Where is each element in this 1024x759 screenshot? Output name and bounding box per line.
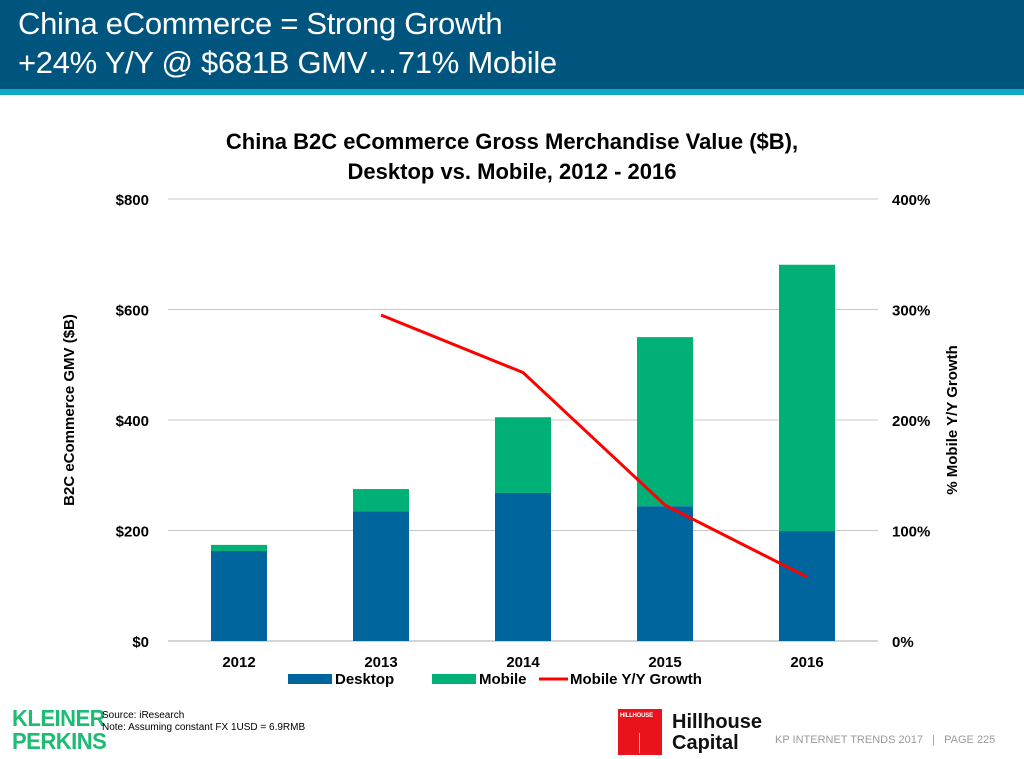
slide-title-line-1: China eCommerce = Strong Growth [18,6,503,41]
page-footer: KP INTERNET TRENDS 2017 | PAGE 225 [775,734,996,746]
hillhouse-logo-mark-text: HILLHOUSE [620,713,653,719]
x-tick-label: 2016 [790,654,823,671]
source-text: Source: iResearch [102,710,185,721]
y2-tick-label: 400% [892,192,930,209]
legend-label-mobile: Mobile [479,671,527,688]
y-tick-label: $0 [132,634,149,651]
legend-swatch-desktop [288,674,332,684]
bar-mobile-2013 [353,489,409,512]
bar-mobile-2014 [495,417,551,493]
y2-tick-label: 100% [892,524,930,541]
bar-desktop-2013 [353,511,409,641]
gmv-chart: China B2C eCommerce Gross Merchandise Va… [61,129,961,688]
y-tick-label: $400 [116,413,149,430]
logo-kp-line-2: PERKINS [12,727,107,755]
y-axis-label: B2C eCommerce GMV ($B) [61,314,78,506]
x-tick-label: 2012 [222,654,255,671]
header-accent-stripe [0,89,1024,95]
bar-desktop-2012 [211,550,267,641]
legend-label-growth: Mobile Y/Y Growth [570,671,702,688]
bar-mobile-2012 [211,544,267,551]
hillhouse-name-line-2: Capital [672,732,739,754]
y-tick-label: $800 [116,192,149,209]
y2-axis-label: % Mobile Y/Y Growth [944,345,961,494]
hillhouse-logo-text: Hillhouse Capital [672,712,762,754]
growth-line [380,313,808,579]
source-notes: Source: iResearch Note: Assuming constan… [102,710,305,734]
chart-title-line: China B2C eCommerce Gross Merchandise Va… [226,129,798,154]
x-tick-label: 2013 [364,654,397,671]
y-tick-label: $600 [116,303,149,320]
bar-desktop-2014 [495,492,551,641]
hillhouse-logo-mark-line [639,733,640,753]
legend-swatch-mobile [432,674,476,684]
y-tick-label: $200 [116,524,149,541]
slide-header: China eCommerce = Strong Growth +24% Y/Y… [0,0,1024,89]
kleiner-perkins-logo: KLEINER PERKINS [12,704,107,755]
hillhouse-logo-mark: HILLHOUSE [618,709,662,755]
bar-desktop-2015 [637,506,693,641]
note-text: Note: Assuming constant FX 1USD = 6.9RMB [102,722,306,733]
y2-tick-label: 200% [892,413,930,430]
x-tick-label: 2015 [648,654,681,671]
hillhouse-name-line-1: Hillhouse [672,711,763,733]
chart-title-line: Desktop vs. Mobile, 2012 - 2016 [348,159,677,184]
y2-tick-label: 300% [892,303,930,320]
bar-mobile-2015 [637,337,693,507]
logo-kp-line-1: KLEINER [12,704,106,732]
x-tick-label: 2014 [506,654,540,671]
bar-mobile-2016 [779,264,835,532]
bar-desktop-2016 [779,531,835,641]
slide-title-line-2: +24% Y/Y @ $681B GMV…71% Mobile [18,45,557,80]
legend-label-desktop: Desktop [335,671,394,688]
y2-tick-label: 0% [892,634,914,651]
